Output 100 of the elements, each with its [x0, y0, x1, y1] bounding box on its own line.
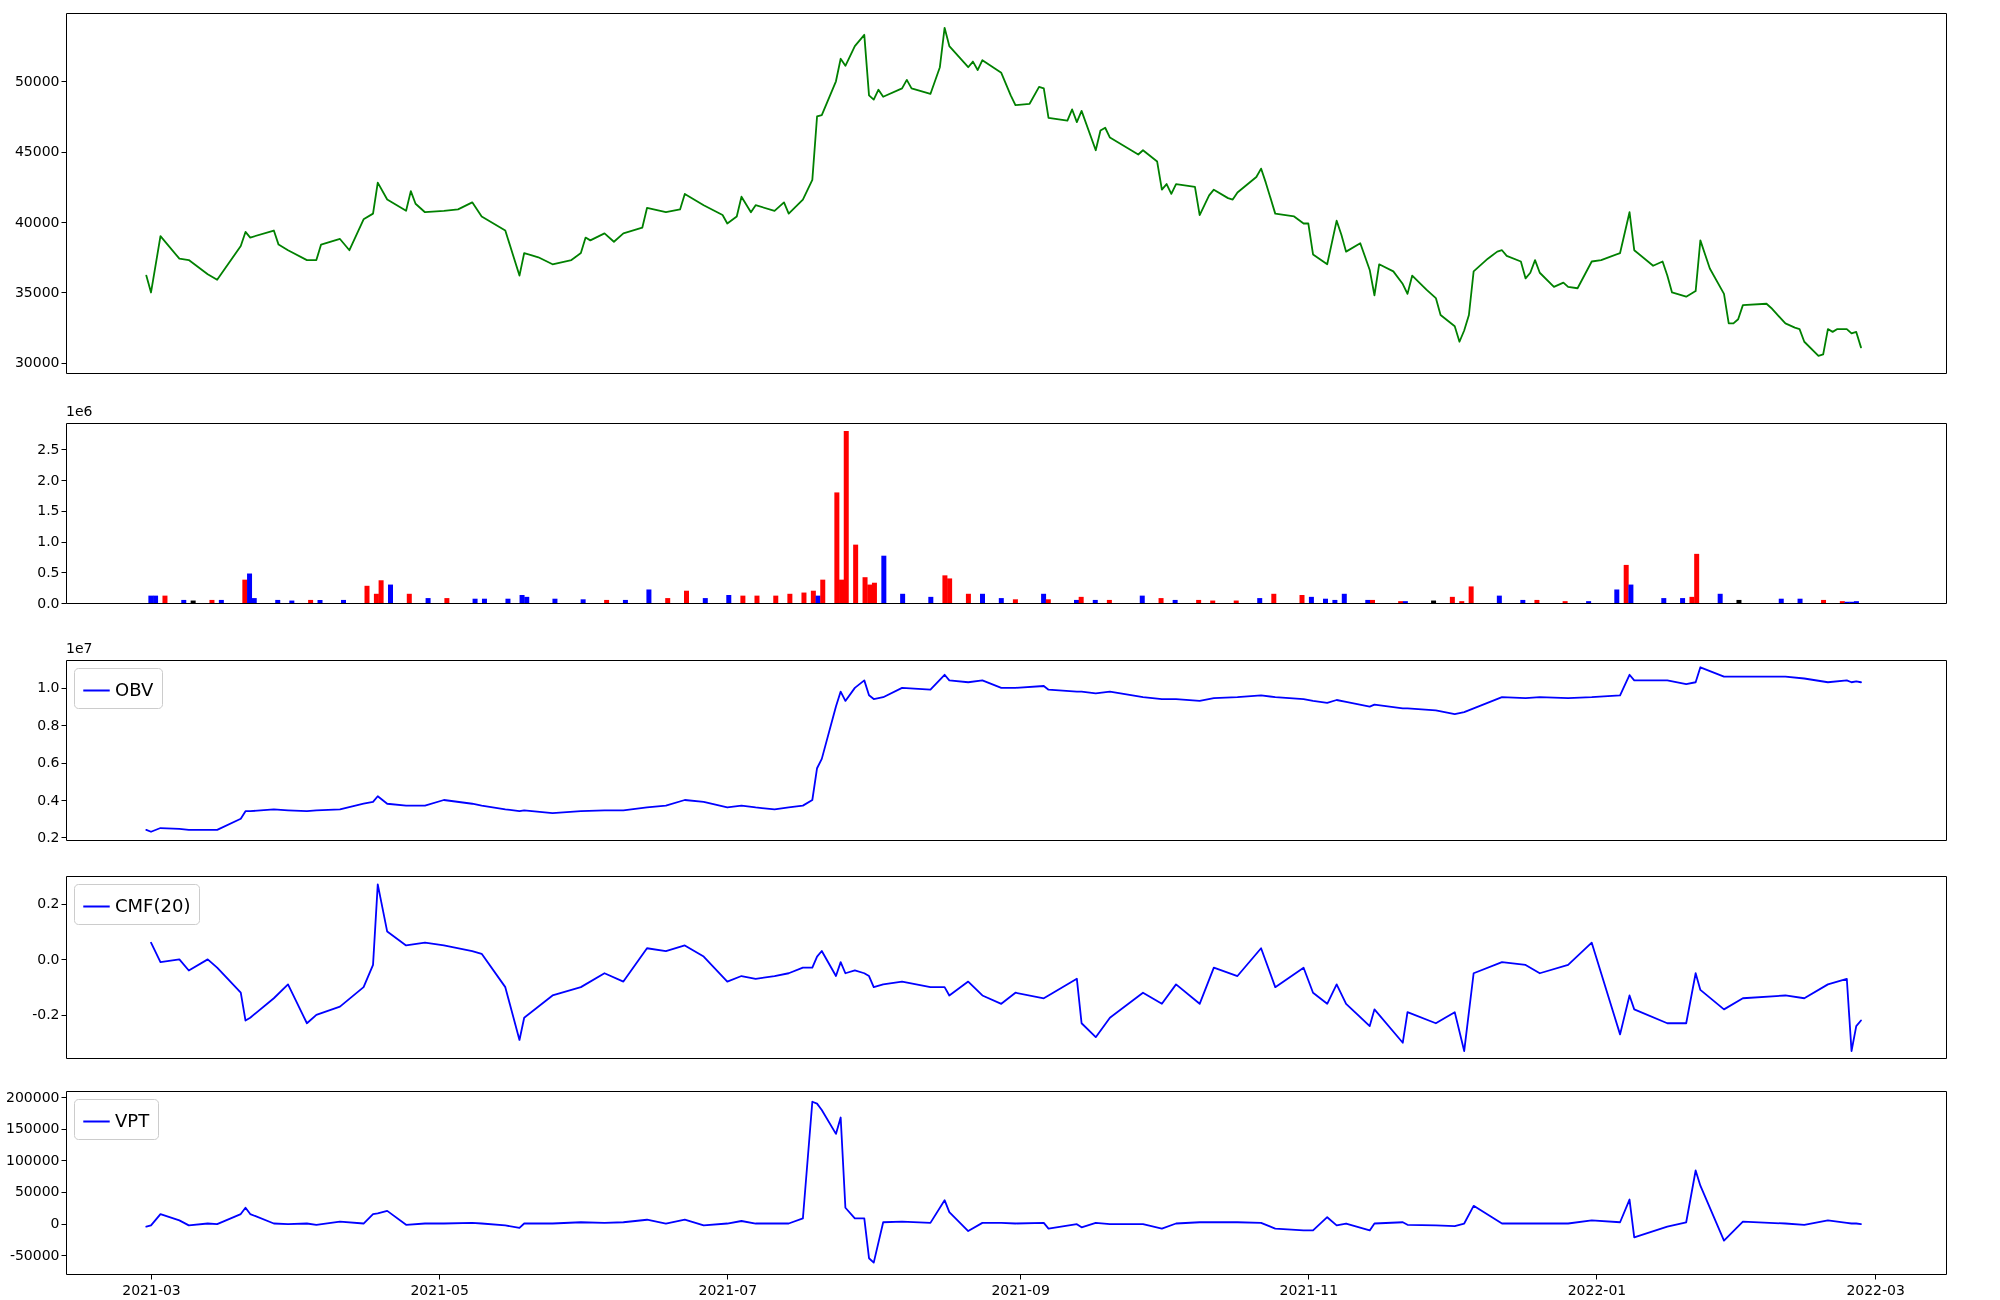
bar	[1106, 599, 1112, 603]
bar	[1172, 599, 1178, 603]
bar	[1078, 596, 1084, 603]
bar	[820, 579, 826, 603]
bar	[1073, 599, 1079, 603]
bar	[881, 555, 887, 603]
y-tick-label: 0	[50, 1215, 60, 1232]
y-tick-label: 0.6	[37, 754, 60, 771]
bar	[1323, 598, 1328, 603]
bar	[942, 575, 948, 603]
bar	[247, 573, 253, 603]
bar	[1778, 598, 1784, 603]
bar	[1496, 595, 1502, 603]
bar	[604, 599, 610, 603]
legend-label: CMF(20)	[115, 894, 191, 916]
x-tick-label: 2021-03	[122, 1281, 181, 1298]
bar	[998, 598, 1004, 603]
bar	[1092, 599, 1098, 603]
bar	[1717, 593, 1723, 603]
bar	[317, 599, 323, 603]
bar	[162, 595, 168, 603]
x-tick-label: 2021-07	[698, 1281, 758, 1298]
bar	[1661, 598, 1667, 603]
y-tick-label: 1.5	[37, 502, 60, 519]
bar	[242, 579, 248, 603]
y-tick-label: 35000	[14, 283, 60, 300]
bar	[580, 599, 586, 603]
y-tick-label: 0.0	[37, 594, 60, 611]
bar	[1614, 589, 1620, 603]
bar	[524, 596, 530, 603]
bar	[702, 598, 708, 603]
bar	[1623, 564, 1629, 603]
bar	[1299, 595, 1305, 603]
x-tick-label: 2021-11	[1279, 1281, 1339, 1298]
bar	[684, 590, 689, 603]
bar	[980, 593, 986, 603]
bar	[1468, 586, 1474, 603]
legend-label: VPT	[115, 1109, 151, 1131]
bar	[1797, 598, 1803, 603]
text: 1e7	[66, 640, 93, 656]
bar	[1365, 599, 1371, 603]
bar	[1139, 595, 1145, 603]
bar	[1012, 599, 1018, 603]
y-tick-label: 0.2	[37, 828, 60, 845]
bar	[754, 595, 760, 603]
y-tick-label: 40000	[14, 213, 60, 230]
bar	[388, 584, 393, 603]
bar	[1449, 596, 1455, 603]
y-tick-label: 1.0	[37, 533, 60, 550]
bar	[1158, 598, 1164, 603]
bar	[1308, 596, 1314, 603]
bar	[425, 598, 431, 603]
y-tick-label: 2.0	[37, 471, 60, 488]
bar	[1045, 599, 1051, 603]
bar	[1520, 599, 1526, 603]
y-tick-label: 0.5	[37, 563, 60, 580]
bar	[275, 599, 281, 603]
bar	[308, 599, 314, 603]
bar	[1332, 599, 1338, 603]
y-tick-label: -0.2	[32, 1006, 60, 1023]
bar	[1369, 599, 1375, 603]
bar	[505, 598, 511, 603]
bar	[1821, 599, 1827, 603]
y-tick-label: 100000	[6, 1151, 60, 1168]
y-tick-label: 45000	[14, 143, 60, 160]
bar	[341, 599, 347, 603]
bar	[843, 430, 849, 603]
bar	[773, 595, 779, 603]
bar	[726, 595, 732, 603]
bar	[181, 599, 187, 603]
y-tick-label: 0.0	[37, 950, 60, 967]
bar	[1341, 593, 1347, 603]
y-tick-label: 150000	[6, 1120, 60, 1137]
bar	[740, 595, 746, 603]
bar	[900, 593, 906, 603]
x-tick-label: 2021-05	[410, 1281, 469, 1298]
bar	[218, 599, 224, 603]
bar	[1628, 584, 1634, 603]
bar	[406, 593, 412, 603]
y-tick-label: -50000	[9, 1246, 60, 1263]
bar	[834, 492, 840, 603]
bar	[646, 589, 652, 603]
y-tick-label: 50000	[14, 72, 60, 89]
line-series	[145, 26, 1862, 357]
bar	[965, 593, 971, 603]
y-tick-label: 0.4	[37, 791, 60, 808]
bar	[665, 598, 671, 603]
bar	[1257, 598, 1263, 603]
bar	[209, 599, 215, 603]
bar	[1680, 598, 1686, 603]
x-tick-label: 2021-09	[991, 1281, 1050, 1298]
bar	[801, 592, 807, 603]
bar	[148, 595, 154, 603]
y-tick-label: 1.0	[37, 679, 60, 696]
text: 1e6	[66, 403, 93, 419]
y-tick-label: 0.2	[37, 895, 60, 912]
y-tick-label: 2.5	[37, 440, 60, 457]
x-tick-label: 2022-01	[1567, 1281, 1627, 1298]
y-tick-label: 0.8	[37, 716, 60, 733]
bar	[552, 598, 558, 603]
